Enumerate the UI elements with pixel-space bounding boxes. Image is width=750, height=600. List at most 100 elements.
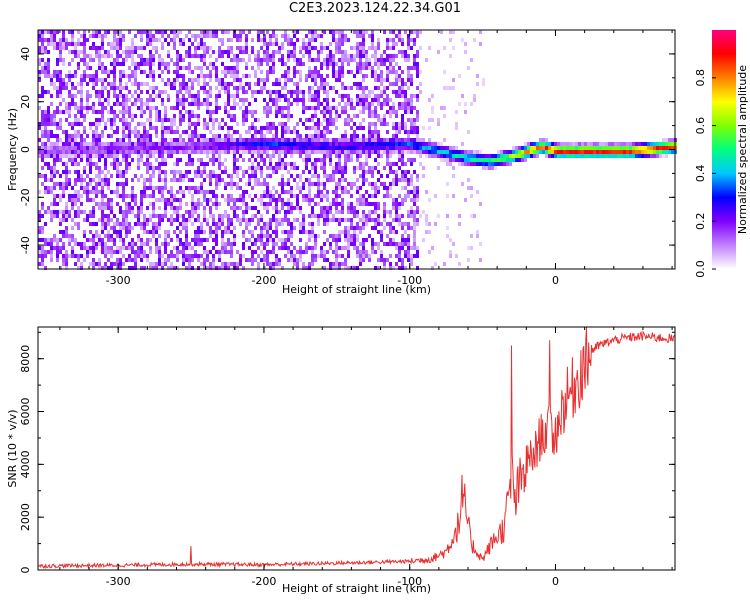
spectrogram-cell — [413, 238, 416, 242]
spectrogram-cell — [341, 38, 344, 42]
spectrogram-cell — [320, 214, 323, 218]
spectrogram-cell — [161, 194, 164, 198]
spectrogram-cell — [413, 190, 416, 194]
spectrogram-cell — [122, 118, 125, 122]
spectrogram-cell — [437, 142, 440, 146]
spectrogram-cell — [74, 70, 77, 74]
spectrogram-cell — [260, 46, 263, 50]
spectrogram-cell — [86, 198, 89, 202]
spectrogram-cell — [149, 138, 152, 142]
spectrogram-cell — [281, 146, 284, 150]
spectrogram-cell — [377, 246, 380, 250]
spectrogram-cell — [233, 142, 236, 146]
spectrogram-cell — [311, 86, 314, 90]
spectrogram-cell — [560, 142, 563, 146]
spectrogram-cell — [359, 194, 362, 198]
spectrogram-cell — [314, 126, 317, 130]
spectrogram-cell — [272, 30, 275, 34]
spectrogram-cell — [632, 154, 635, 158]
spectrogram-cell — [101, 154, 104, 158]
spectrogram-cell — [311, 118, 314, 122]
spectrogram-cell — [596, 150, 599, 154]
spectrogram-cell — [62, 162, 65, 166]
spectrogram-cell — [170, 238, 173, 242]
spectrogram-cell — [389, 54, 392, 58]
spectrogram-cell — [272, 98, 275, 102]
spectrogram-cell — [464, 158, 467, 162]
spectrogram-cell — [419, 146, 422, 150]
spectrogram-cell — [383, 194, 386, 198]
spectrogram-cell — [332, 178, 335, 182]
spectrogram-cell — [170, 190, 173, 194]
spectrogram-cell — [191, 258, 194, 262]
spectrogram-cell — [347, 154, 350, 158]
spectrogram-cell — [311, 246, 314, 250]
spectrogram-cell — [107, 102, 110, 106]
spectrogram-cell — [212, 190, 215, 194]
spectrogram-cell — [236, 206, 239, 210]
spectrogram-cell — [71, 150, 74, 154]
spectrogram-cell — [83, 54, 86, 58]
spectrogram-cell — [326, 146, 329, 150]
spectrogram-cell — [488, 166, 491, 170]
spectrogram-cell — [281, 58, 284, 62]
spectrogram-cell — [98, 122, 101, 126]
spectrogram-cell — [290, 38, 293, 42]
spectrogram-cell — [377, 146, 380, 150]
spectrogram-cell — [443, 114, 446, 118]
spectrogram-cell — [134, 126, 137, 130]
spectrogram-cell — [317, 118, 320, 122]
spectrogram-cell — [377, 230, 380, 234]
spectrogram-cell — [116, 86, 119, 90]
spectrogram-cell — [182, 74, 185, 78]
spectrogram-cell — [254, 110, 257, 114]
spectrogram-cell — [122, 222, 125, 226]
spectrogram-cell — [398, 150, 401, 154]
spectrogram-cell — [467, 66, 470, 70]
spectrogram-cell — [212, 66, 215, 70]
spectrogram-cell — [656, 142, 659, 146]
spectrogram-cell — [203, 102, 206, 106]
spectrogram-cell — [197, 114, 200, 118]
spectrogram-cell — [65, 170, 68, 174]
spectrogram-cell — [287, 102, 290, 106]
spectrogram-cell — [533, 154, 536, 158]
spectrogram-cell — [317, 106, 320, 110]
spectrogram-cell — [263, 34, 266, 38]
spectrogram-cell — [311, 254, 314, 258]
spectrogram-cell — [140, 242, 143, 246]
spectrogram-cell — [137, 46, 140, 50]
spectrogram-cell — [395, 122, 398, 126]
spectrogram-cell — [173, 178, 176, 182]
spectrogram-cell — [596, 154, 599, 158]
spectrogram-cell — [137, 86, 140, 90]
spectrogram-cell — [359, 102, 362, 106]
spectrogram-cell — [59, 210, 62, 214]
spectrogram-cell — [287, 170, 290, 174]
spectrogram-cell — [308, 134, 311, 138]
spectrogram-cell — [584, 150, 587, 154]
spectrogram-cell — [116, 38, 119, 42]
spectrogram-cell — [332, 234, 335, 238]
spectrogram-cell — [458, 154, 461, 158]
spectrogram-cell — [152, 126, 155, 130]
spectrogram-cell — [293, 194, 296, 198]
spectrogram-cell — [137, 222, 140, 226]
spectrogram-cell — [440, 146, 443, 150]
spectrogram-cell — [188, 94, 191, 98]
spectrogram-cell — [182, 214, 185, 218]
spectrogram-cell — [53, 182, 56, 186]
spectrogram-cell — [71, 86, 74, 90]
spectrogram-cell — [197, 82, 200, 86]
spectrogram-cell — [197, 202, 200, 206]
spectrogram-cell — [377, 206, 380, 210]
spectrogram-cell — [302, 150, 305, 154]
spectrogram-cell — [257, 38, 260, 42]
spectrogram-cell — [47, 150, 50, 154]
spectrogram-cell — [113, 162, 116, 166]
spectrogram-cell — [89, 146, 92, 150]
spectrogram-cell — [95, 82, 98, 86]
spectrogram-cell — [284, 114, 287, 118]
spectrogram-cell — [179, 230, 182, 234]
spectrogram-cell — [245, 202, 248, 206]
